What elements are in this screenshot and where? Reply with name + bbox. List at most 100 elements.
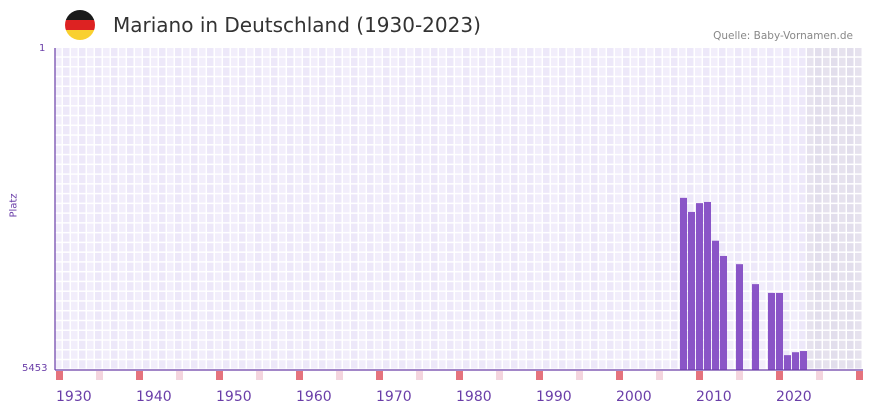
grid-cell: [231, 311, 238, 320]
grid-cell: [183, 243, 190, 252]
grid-cell: [383, 77, 390, 86]
grid-cell: [263, 321, 270, 330]
grid-cell: [191, 174, 198, 184]
grid-cell: [95, 252, 102, 262]
grid-cell: [183, 301, 190, 310]
grid-cell: [615, 165, 622, 174]
grid-cell: [663, 301, 670, 310]
grid-cell: [487, 116, 494, 125]
grid-cell: [295, 96, 302, 106]
grid-cell: [311, 204, 318, 213]
grid-cell: [471, 204, 478, 213]
grid-cell: [679, 116, 686, 125]
grid-cell: [263, 233, 270, 242]
grid-cell: [687, 77, 694, 86]
grid-cell: [455, 272, 462, 281]
grid-cell: [159, 106, 166, 115]
grid-cell: [431, 350, 438, 359]
grid-cell: [239, 360, 246, 369]
grid-cell: [231, 184, 238, 193]
grid-cell: [135, 145, 142, 154]
grid-cell: [87, 291, 94, 301]
grid-cell: [471, 321, 478, 330]
grid-cell: [663, 311, 670, 320]
grid-cell: [119, 291, 126, 301]
grid-cell: [447, 262, 454, 271]
grid-cell: [583, 165, 590, 174]
grid-cell: [839, 233, 846, 242]
grid-cell: [799, 126, 806, 135]
grid-cell: [519, 204, 526, 213]
grid-cell: [679, 96, 686, 106]
grid-cell: [335, 106, 342, 115]
grid-cell: [207, 155, 214, 164]
grid-cell: [159, 291, 166, 301]
grid-cell: [303, 135, 310, 145]
grid-cell: [327, 340, 334, 349]
grid-cell: [103, 213, 110, 223]
grid-cell: [631, 321, 638, 330]
grid-cell: [567, 311, 574, 320]
grid-cell: [167, 174, 174, 184]
year-marker: [536, 371, 543, 380]
grid-cell: [751, 223, 758, 232]
grid-cell: [631, 213, 638, 223]
grid-cell: [319, 135, 326, 145]
grid-cell: [287, 204, 294, 213]
grid-cell: [279, 223, 286, 232]
grid-cell: [199, 48, 206, 57]
grid-cell: [855, 213, 862, 223]
grid-cell: [471, 106, 478, 115]
grid-cell: [135, 116, 142, 125]
grid-cell: [615, 96, 622, 106]
grid-cell: [231, 321, 238, 330]
grid-cell: [703, 106, 710, 115]
grid-cell: [823, 282, 830, 291]
grid-cell: [607, 272, 614, 281]
grid-cell: [767, 116, 774, 125]
grid-cell: [479, 243, 486, 252]
grid-cell: [439, 126, 446, 135]
grid-cell: [175, 213, 182, 223]
grid-cell: [415, 291, 422, 301]
grid-cell: [375, 204, 382, 213]
grid-cell: [71, 272, 78, 281]
grid-cell: [311, 311, 318, 320]
grid-cell: [71, 57, 78, 67]
grid-cell: [727, 233, 734, 242]
grid-cell: [215, 282, 222, 291]
grid-cell: [551, 174, 558, 184]
grid-cell: [95, 165, 102, 174]
grid-cell: [775, 252, 782, 262]
grid-cell: [543, 330, 550, 340]
grid-cell: [415, 213, 422, 223]
grid-cell: [535, 87, 542, 96]
grid-cell: [607, 262, 614, 271]
grid-cell: [151, 291, 158, 301]
grid-cell: [607, 145, 614, 154]
grid-cell: [415, 67, 422, 76]
grid-cell: [647, 165, 654, 174]
grid-cell: [319, 233, 326, 242]
grid-cell: [135, 213, 142, 223]
grid-cell: [247, 57, 254, 67]
grid-cell: [359, 67, 366, 76]
grid-cell: [583, 67, 590, 76]
grid-cell: [647, 223, 654, 232]
grid-cell: [679, 48, 686, 57]
grid-cell: [727, 48, 734, 57]
grid-cell: [671, 135, 678, 145]
grid-cell: [479, 77, 486, 86]
grid-cell: [487, 282, 494, 291]
grid-cell: [391, 330, 398, 340]
grid-cell: [311, 330, 318, 340]
grid-cell: [575, 184, 582, 193]
grid-cell: [215, 252, 222, 262]
grid-cell: [71, 243, 78, 252]
grid-cell: [415, 77, 422, 86]
grid-cell: [271, 282, 278, 291]
x-tick-label: 1950: [216, 389, 252, 405]
grid-cell: [343, 184, 350, 193]
grid-cell: [543, 360, 550, 369]
grid-cell: [519, 48, 526, 57]
